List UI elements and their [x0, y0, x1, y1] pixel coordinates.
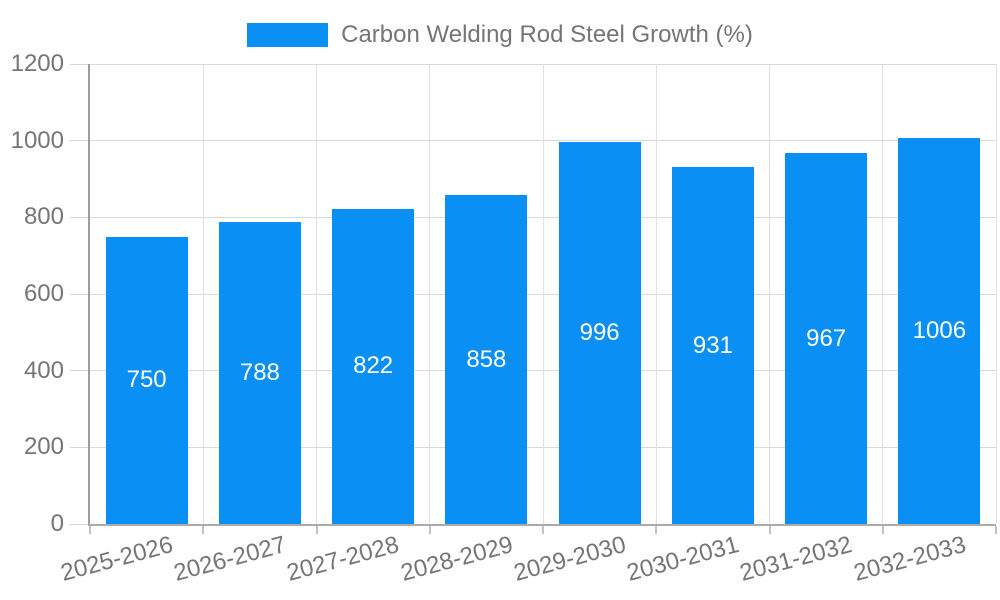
x-axis-tick — [89, 526, 91, 534]
x-axis-label: 2032-2033 — [850, 531, 969, 587]
gridline-vertical — [769, 64, 770, 524]
x-axis-tick — [542, 526, 544, 534]
chart-legend[interactable]: Carbon Welding Rod Steel Growth (%) — [0, 21, 1000, 49]
y-axis-tick — [70, 293, 88, 295]
y-axis-tick — [70, 523, 88, 525]
x-axis-tick — [655, 526, 658, 534]
bar-value-label: 858 — [466, 345, 507, 373]
gridline-vertical — [316, 64, 317, 524]
x-axis-tick — [881, 526, 884, 534]
y-axis-labels: 0 200 400 600 800 1000 1200 — [0, 50, 64, 537]
gridline-vertical — [882, 64, 884, 524]
gridline-vertical — [995, 64, 997, 524]
y-axis-label: 0 — [50, 510, 64, 537]
y-axis-tick — [70, 63, 88, 65]
x-axis-tick — [315, 526, 318, 534]
x-axis-label: 2031-2032 — [737, 531, 856, 587]
y-axis-label: 200 — [23, 433, 64, 461]
bar[interactable]: 931 — [671, 167, 754, 524]
bar-value-label: 967 — [806, 324, 847, 352]
x-axis-label: 2025-2026 — [57, 531, 176, 587]
bar-value-label: 750 — [126, 366, 167, 394]
y-axis-label: 400 — [23, 356, 64, 384]
x-axis-label: 2028-2029 — [397, 531, 516, 587]
y-axis-tick — [70, 370, 88, 372]
x-axis-tick — [768, 526, 771, 534]
x-axis-label: 2030-2031 — [624, 531, 742, 587]
x-axis-tick — [428, 526, 431, 534]
bar-value-label: 931 — [692, 331, 733, 359]
bar-value-label: 822 — [353, 352, 394, 380]
y-axis-tick — [70, 140, 88, 142]
legend-label: Carbon Welding Rod Steel Growth (%) — [341, 21, 753, 48]
gridline-vertical — [202, 64, 204, 524]
bar-value-label: 996 — [579, 319, 620, 347]
legend-swatch-icon — [247, 23, 329, 47]
bar[interactable]: 788 — [218, 221, 301, 524]
gridline-vertical — [542, 64, 544, 524]
gridline-vertical — [655, 64, 657, 524]
gridline-vertical — [429, 64, 431, 524]
bar[interactable]: 1006 — [898, 138, 981, 524]
bar-value-label: 788 — [239, 358, 280, 386]
bar[interactable]: 996 — [558, 142, 641, 524]
x-axis-tick — [995, 526, 997, 534]
bar-value-label: 1006 — [912, 317, 967, 345]
x-axis-label: 2026-2027 — [171, 531, 289, 587]
bar[interactable]: 967 — [785, 153, 868, 524]
y-axis-label: 1200 — [10, 50, 64, 77]
x-axis-label: 2027-2028 — [284, 531, 403, 587]
bar[interactable]: 858 — [445, 195, 528, 524]
bar[interactable]: 750 — [105, 236, 188, 524]
plot-area: 750 2025-2026 788 2026-2027 822 2027-2028 858 2… — [58, 63, 997, 587]
x-axis-tick — [202, 526, 205, 534]
y-axis-tick — [70, 216, 88, 218]
y-axis-label: 600 — [23, 280, 64, 307]
y-axis-tick — [70, 446, 88, 448]
y-axis-label: 800 — [23, 203, 64, 231]
x-axis-label: 2029-2030 — [510, 531, 629, 587]
bar[interactable]: 822 — [332, 208, 415, 524]
y-axis-label: 1000 — [10, 126, 64, 154]
